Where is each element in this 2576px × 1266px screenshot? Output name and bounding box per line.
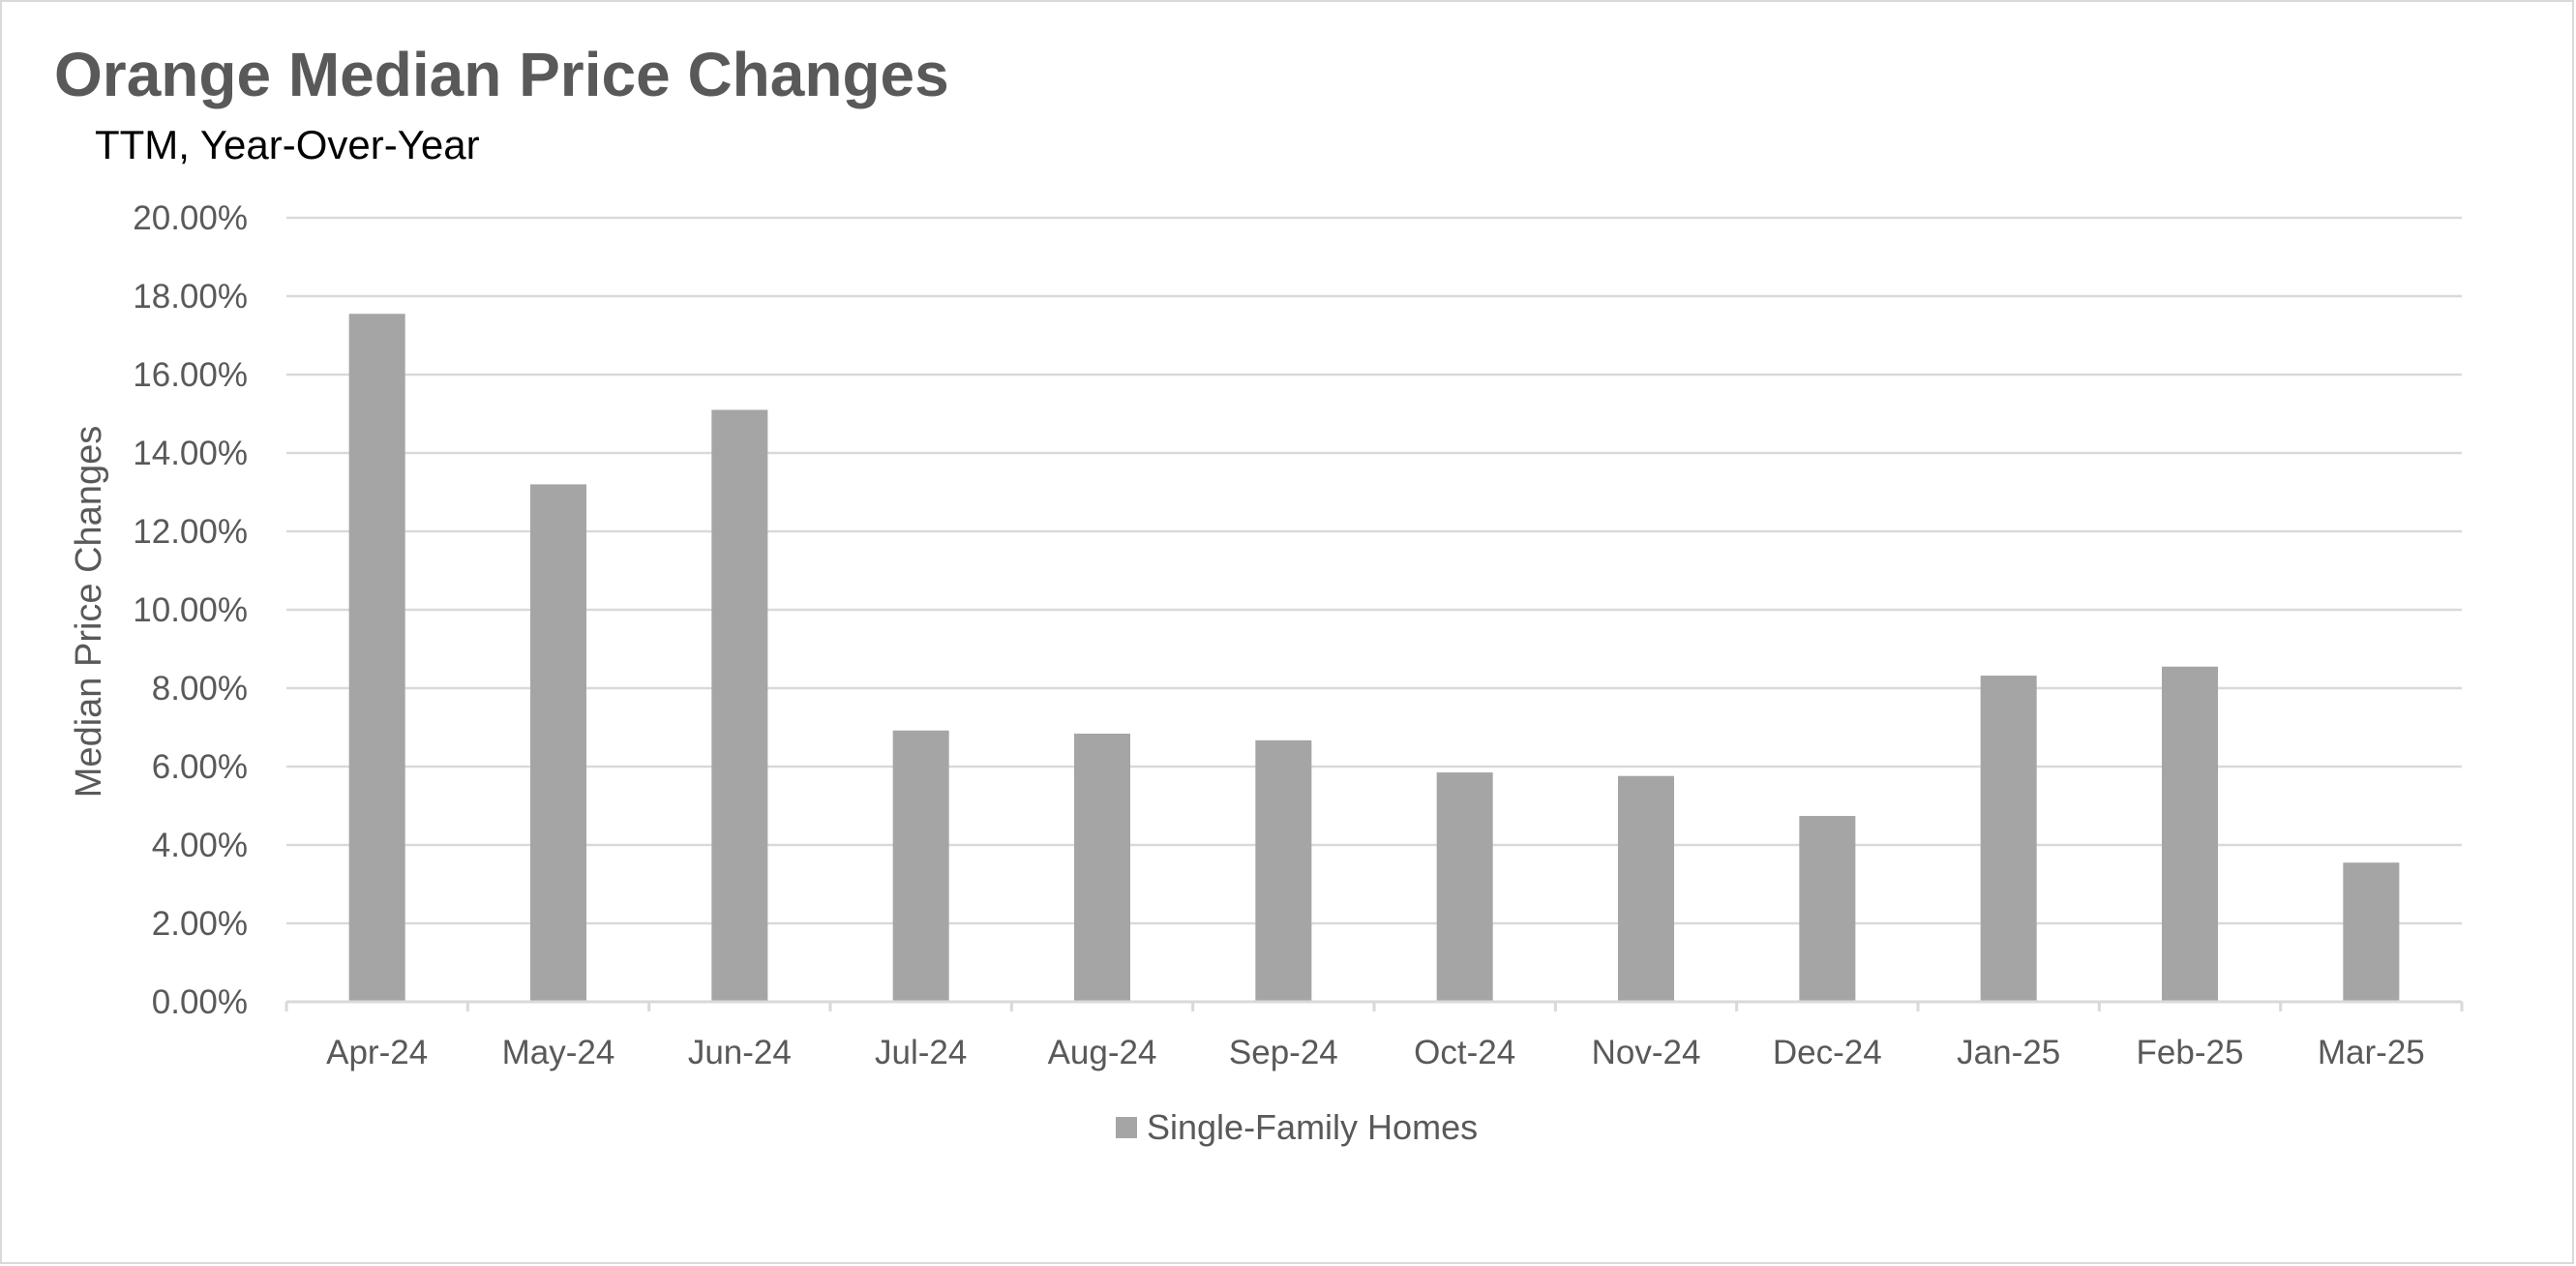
bar-jun-24	[711, 409, 768, 1002]
x-tick-label: Apr-24	[326, 1034, 428, 1071]
y-tick-label: 18.00%	[133, 278, 248, 316]
chart-title: Orange Median Price Changes	[54, 40, 949, 109]
bar-may-24	[530, 484, 586, 1002]
x-tick-label: Aug-24	[1048, 1034, 1157, 1071]
bar-jan-25	[1980, 676, 2037, 1002]
bars	[348, 314, 2400, 1003]
bar-sep-24	[1255, 739, 1312, 1002]
x-tick-label: Feb-25	[2137, 1034, 2244, 1071]
bar-dec-24	[1799, 816, 1856, 1002]
y-tick-label: 6.00%	[152, 748, 248, 786]
y-axis-title: Median Price Changes	[69, 426, 109, 798]
legend: Single-Family Homes	[1116, 1107, 1478, 1147]
x-tick-label: Sep-24	[1229, 1034, 1338, 1071]
bar-nov-24	[1618, 775, 1674, 1002]
x-tick-label: Jan-25	[1957, 1034, 2060, 1071]
bar-apr-24	[348, 314, 405, 1003]
x-tick-label: May-24	[502, 1034, 615, 1071]
bar-mar-25	[2343, 862, 2400, 1002]
y-tick-label: 16.00%	[133, 356, 248, 394]
chart-subtitle: TTM, Year-Over-Year	[95, 122, 480, 167]
x-tick-labels: Apr-24 May-24 Jun-24 Jul-24 Aug-24 Sep-24 Oct-…	[326, 1034, 2425, 1071]
bar-feb-25	[2162, 666, 2218, 1002]
y-tick-label: 2.00%	[152, 905, 248, 943]
y-tick-label: 12.00%	[133, 513, 248, 551]
bar-jul-24	[892, 730, 949, 1002]
y-tick-label: 20.00%	[133, 199, 248, 237]
y-tick-labels: 0.00% 2.00% 4.00% 6.00% 8.00% 10.00% 12.00% 14.…	[133, 199, 248, 1021]
x-tick-label: Oct-24	[1414, 1034, 1515, 1071]
bar-oct-24	[1436, 772, 1493, 1002]
y-tick-label: 0.00%	[152, 983, 248, 1021]
x-tick-label: Mar-25	[2318, 1034, 2425, 1071]
x-tick-label: Nov-24	[1592, 1034, 1701, 1071]
x-tick-label: Jul-24	[875, 1034, 967, 1071]
x-tick-label: Jun-24	[688, 1034, 792, 1071]
bar-aug-24	[1074, 733, 1130, 1002]
legend-swatch	[1116, 1117, 1137, 1138]
legend-label: Single-Family Homes	[1147, 1107, 1478, 1147]
y-tick-label: 14.00%	[133, 435, 248, 472]
y-tick-label: 10.00%	[133, 591, 248, 629]
y-tick-label: 4.00%	[152, 827, 248, 864]
y-tick-label: 8.00%	[152, 670, 248, 708]
x-axis	[285, 1000, 2464, 1011]
gridlines	[286, 216, 2462, 925]
x-tick-label: Dec-24	[1773, 1034, 1882, 1071]
